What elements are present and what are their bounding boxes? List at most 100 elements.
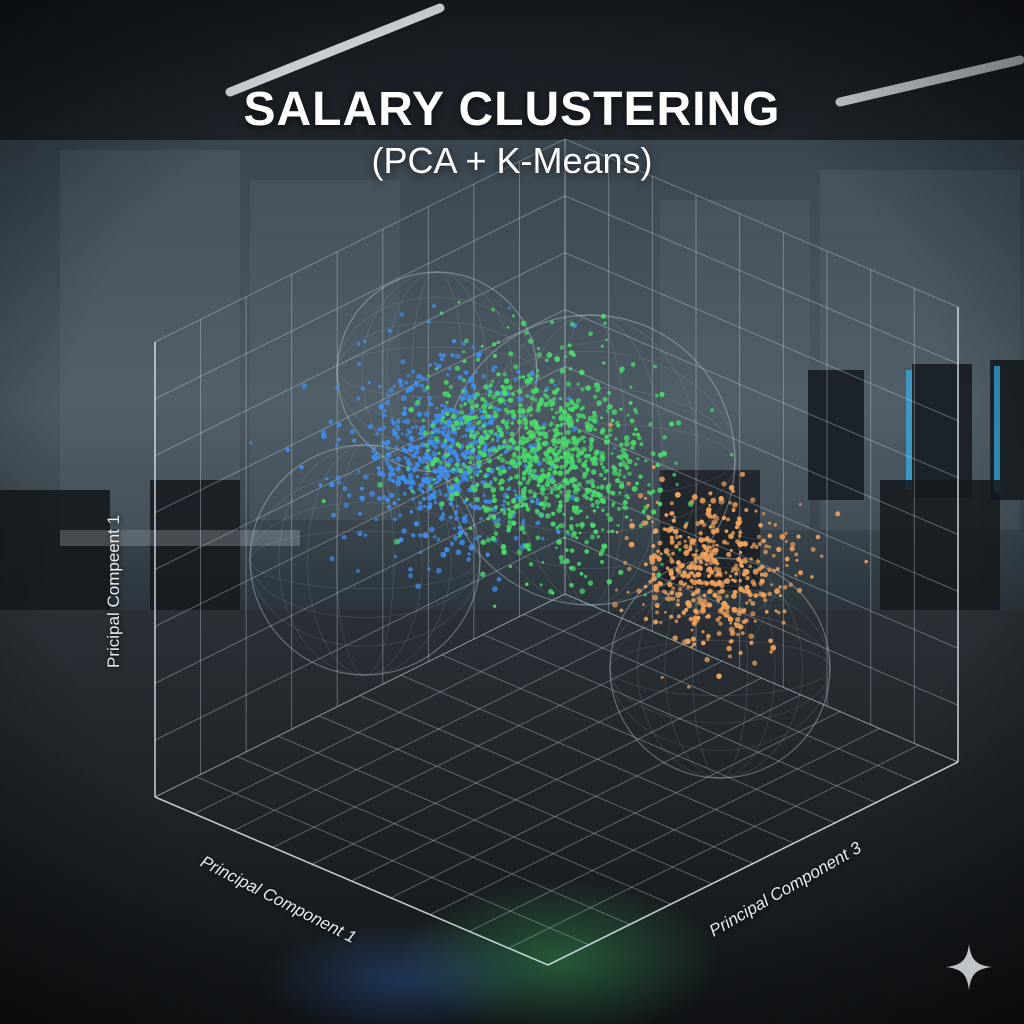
data-point-series-1 <box>535 500 540 506</box>
data-point-series-3 <box>643 616 649 622</box>
data-point-series-2 <box>491 380 495 384</box>
data-point-series-1 <box>447 430 452 435</box>
data-point-series-2 <box>535 369 540 373</box>
data-point-series-2 <box>488 390 493 394</box>
data-point-series-1 <box>431 451 438 458</box>
data-point-series-2 <box>442 419 448 425</box>
data-point-series-2 <box>504 460 509 465</box>
data-point-series-1 <box>385 439 391 445</box>
data-point-series-2 <box>499 433 504 438</box>
data-point-series-2 <box>616 471 622 478</box>
data-point-series-2 <box>589 456 594 461</box>
data-point-series-2 <box>525 468 531 474</box>
data-point-series-2 <box>493 477 498 482</box>
floor-grid-line <box>277 735 672 905</box>
data-point-series-1 <box>387 471 394 478</box>
data-point-series-1 <box>325 477 329 481</box>
data-point-series-3 <box>722 539 727 545</box>
data-point-series-1 <box>412 445 417 450</box>
data-point-series-1 <box>515 495 520 500</box>
data-point-series-3 <box>695 520 701 527</box>
data-point-series-2 <box>575 398 581 404</box>
cluster-sphere <box>249 444 481 676</box>
data-point-series-1 <box>426 495 433 502</box>
data-point-series-2 <box>598 551 604 557</box>
data-point-series-2 <box>438 460 444 465</box>
data-point-series-3 <box>669 558 675 564</box>
data-point-series-2 <box>600 344 604 348</box>
data-point-series-1 <box>431 469 435 473</box>
web-line <box>751 590 778 643</box>
web-line <box>601 447 633 457</box>
data-point-series-1 <box>438 489 442 493</box>
data-point-series-3 <box>716 599 720 603</box>
data-point-series-2 <box>569 548 575 553</box>
data-point-series-2 <box>429 430 434 435</box>
data-point-series-2 <box>568 367 573 371</box>
data-point-series-2 <box>506 325 510 329</box>
data-point-series-1 <box>493 406 497 410</box>
data-point-series-2 <box>482 409 487 414</box>
data-point-series-2 <box>668 421 675 427</box>
data-point-series-2 <box>517 375 522 380</box>
data-point-series-2 <box>537 426 542 431</box>
data-point-series-2 <box>566 381 572 387</box>
data-point-series-3 <box>626 566 632 572</box>
data-point-series-2 <box>487 482 493 489</box>
data-point-series-3 <box>655 500 659 505</box>
data-point-series-3 <box>713 515 720 522</box>
data-point-series-3 <box>729 630 736 637</box>
sphere-latitude <box>249 530 481 590</box>
data-point-series-3 <box>706 633 711 639</box>
data-point-series-1 <box>420 376 425 381</box>
data-point-series-2 <box>495 466 500 471</box>
data-point-series-1 <box>438 478 442 482</box>
data-point-series-3 <box>748 564 752 569</box>
data-point-series-3 <box>691 553 695 557</box>
data-point-series-2 <box>565 429 571 435</box>
data-point-series-3 <box>758 523 763 528</box>
data-point-series-1 <box>466 557 471 562</box>
data-point-series-2 <box>521 476 527 481</box>
data-point-series-2 <box>564 401 571 408</box>
data-point-series-3 <box>723 602 728 607</box>
data-point-series-2 <box>542 440 549 447</box>
data-point-series-3 <box>732 589 738 595</box>
data-point-series-2 <box>582 435 586 439</box>
data-point-series-3 <box>750 497 756 503</box>
data-point-series-1 <box>461 435 465 438</box>
floor-grid-line <box>400 674 795 844</box>
data-point-series-2 <box>459 404 463 408</box>
data-point-series-2 <box>563 355 568 359</box>
data-point-series-2 <box>656 572 662 578</box>
data-point-series-3 <box>716 631 722 636</box>
data-point-series-3 <box>729 621 733 625</box>
data-point-series-2 <box>432 478 436 482</box>
data-point-series-2 <box>607 403 613 410</box>
data-point-series-2 <box>589 534 596 540</box>
data-point-series-1 <box>457 529 464 536</box>
data-point-series-2 <box>629 385 633 389</box>
data-point-series-1 <box>569 494 576 501</box>
data-point-series-3 <box>725 594 729 598</box>
data-point-series-2 <box>644 459 648 463</box>
data-point-series-2 <box>510 520 517 527</box>
data-point-series-1 <box>467 450 471 455</box>
data-point-series-2 <box>674 461 678 465</box>
data-point-series-1 <box>419 436 424 440</box>
data-point-series-2 <box>648 422 653 427</box>
data-point-series-2 <box>502 440 506 445</box>
data-point-series-2 <box>500 507 504 512</box>
left-wall-grid-horizontal <box>154 138 566 343</box>
data-point-series-1 <box>421 424 426 430</box>
data-point-series-2 <box>518 402 523 408</box>
data-point-series-2 <box>481 452 486 458</box>
data-point-series-2 <box>611 501 616 505</box>
data-point-series-3 <box>707 602 713 608</box>
data-point-series-2 <box>622 500 628 506</box>
data-point-series-2 <box>531 473 536 478</box>
data-point-series-2 <box>496 340 501 345</box>
data-point-series-3 <box>746 589 751 595</box>
data-point-series-2 <box>595 491 602 498</box>
